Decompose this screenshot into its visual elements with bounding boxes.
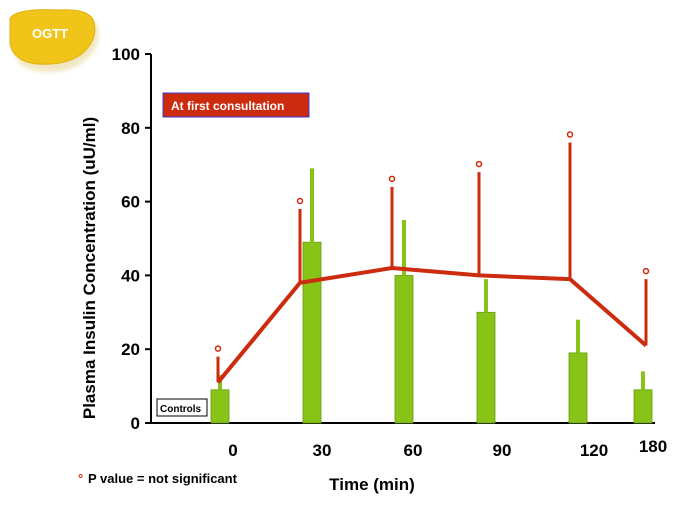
x-tick-label-180: 180 xyxy=(639,437,667,456)
ogtt-badge-label: OGTT xyxy=(32,26,68,41)
first-consultation-line xyxy=(216,266,648,384)
footnote: ° P value = not significant xyxy=(78,471,238,486)
legend-controls-box xyxy=(156,398,208,417)
x-tick-label-60: 60 xyxy=(404,441,423,460)
controls-bar-60 xyxy=(394,274,414,424)
legend-controls: Controls xyxy=(156,398,208,417)
y-tick-label-20: 20 xyxy=(121,340,140,359)
ns-marker-90 xyxy=(475,160,483,168)
legend-at-first-consultation-swatch xyxy=(162,92,310,118)
ogtt-badge: OGTT xyxy=(9,9,99,73)
ns-marker-180 xyxy=(642,267,650,275)
ns-marker-60 xyxy=(388,175,396,183)
ns-marker-0 xyxy=(214,345,222,352)
x-tick-label-120: 120 xyxy=(580,441,608,460)
x-axis-title: Time (min) xyxy=(329,475,415,494)
x-tick-label-30: 30 xyxy=(313,441,332,460)
controls-bar-90 xyxy=(476,311,496,424)
x-tick-label-90: 90 xyxy=(493,441,512,460)
y-tick-label-40: 40 xyxy=(121,266,140,285)
ns-marker-120 xyxy=(566,131,574,138)
legend-at-first-consultation-label: At first consultation xyxy=(171,99,284,113)
y-tick-label-60: 60 xyxy=(121,193,140,212)
controls-bar-30 xyxy=(302,241,322,424)
y-tick-label-0: 0 xyxy=(131,414,140,433)
ns-marker-30 xyxy=(296,197,304,205)
legend-at-first-consultation: At first consultation xyxy=(162,92,310,118)
y-axis-title: Plasma Insulin Concentration (uU/ml) xyxy=(80,117,99,419)
legend-controls-label: Controls xyxy=(160,404,202,415)
controls-bar-120 xyxy=(568,352,588,424)
y-tick-label-80: 80 xyxy=(121,119,140,138)
controls-bar-180 xyxy=(633,389,653,424)
x-tick-label-0: 0 xyxy=(228,441,237,460)
footnote-text: P value = not significant xyxy=(88,471,238,486)
controls-bar-0 xyxy=(210,389,230,424)
footnote-marker: ° xyxy=(78,471,83,486)
y-tick-label-100: 100 xyxy=(112,45,140,64)
